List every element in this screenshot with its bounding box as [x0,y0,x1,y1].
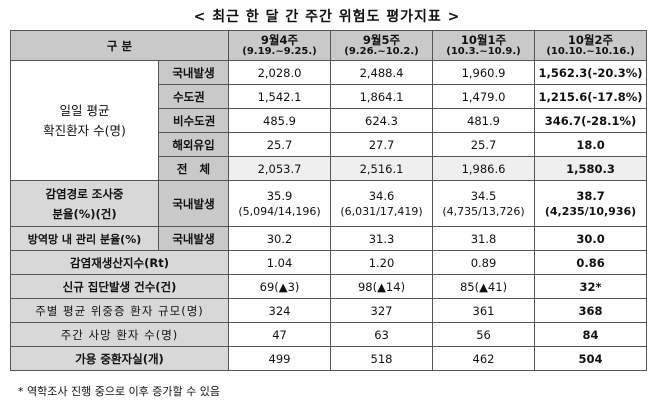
cell: 69(▲3) [228,274,332,299]
cell: 2,053.7 [228,156,332,181]
table-row: 일일 평균 확진환자 수(명) 국내발생 2,028.0 2,488.4 1,9… [10,60,648,181]
header-week: 10월2주 (10.10.~10.16.) [534,30,648,61]
cell: 38.7 (4,235/10,936) [534,180,648,227]
header-category: 구 분 [9,30,230,61]
header-row: 구 분 9월4주 (9.19.~9.25.) 9월5주 (9.26.~10.2.) … [9,30,648,61]
cell: 1,580.3 [534,156,648,181]
table-row: 가용 중환자실(개) 499 518 462 504 [9,346,648,371]
cell: 31.8 [432,226,536,251]
cell: 2,028.0 [228,60,332,85]
cell: 30.2 [228,226,332,251]
cell: 1,960.9 [432,60,536,85]
cell: 1.20 [330,250,434,275]
group-daily-label: 일일 평균 확진환자 수(명) [10,60,159,181]
cell: 361 [432,298,536,323]
cell: 34.5 (4,735/13,726) [432,180,536,227]
table-row: 방역망 내 관리 분율(%) 국내발생 30.2 31.3 31.8 30.0 [10,226,648,251]
cell: 346.7(-28.1%) [534,108,648,133]
row-label: 신규 집단발생 건수(건) [9,274,230,299]
row-label: 가용 중환자실(개) [9,346,230,371]
cell: 56 [432,322,536,347]
cell: 35.9 (5,094/14,196) [228,180,332,227]
cell: 2,516.1 [330,156,434,181]
row-label: 주별 평균 위중증 환자 규모(명) [9,298,230,323]
row-label: 감염경로 조사중 분율(%)(건) [10,180,159,227]
table-row: 주간 사망 환자 수(명) 47 63 56 84 [9,322,648,347]
table-row: 감염재생산지수(Rt) 1.04 1.20 0.89 0.86 [9,250,648,275]
table-row: 전 체 2,053.7 2,516.1 1,986.6 1,580.3 [11,156,648,181]
cell: 34.6 (6,031/17,419) [330,180,434,227]
table-row: 해외유입 25.7 27.7 25.7 18.0 [11,132,648,157]
cell: 462 [432,346,536,371]
table-row: 수도권 1,542.1 1,864.1 1,479.0 1,215.6(-17.… [11,84,648,109]
cell: 0.86 [534,250,648,275]
cell: 2,488.4 [330,60,434,85]
footnote: * 역학조사 진행 중으로 이후 증가할 수 있음 [18,385,221,398]
cell: 368 [534,298,648,323]
row-label: 감염재생산지수(Rt) [9,250,230,275]
cell: 25.7 [228,132,332,157]
cell: 504 [534,346,648,371]
table-title: < 최근 한 달 간 주간 위험도 평가지표 > [193,9,461,25]
cell: 25.7 [432,132,536,157]
row-label: 주간 사망 환자 수(명) [9,322,230,347]
cell: 327 [330,298,434,323]
cell: 31.3 [330,226,434,251]
risk-indicator-table: 구 분 9월4주 (9.19.~9.25.) 9월5주 (9.26.~10.2.) … [9,30,648,371]
header-week: 9월4주 (9.19.~9.25.) [228,30,332,61]
cell: 30.0 [534,226,648,251]
cell: 324 [228,298,332,323]
header-week: 9월5주 (9.26.~10.2.) [330,30,434,61]
row-sublabel: 국내발생 [157,180,230,227]
cell: 1,562.3(-20.3%) [534,60,648,85]
table-row: 신규 집단발생 건수(건) 69(▲3) 98(▲14) 85(▲41) 32* [9,274,648,299]
cell: 1,864.1 [330,84,434,109]
row-label: 비수도권 [157,108,230,133]
row-label: 수도권 [157,84,230,109]
cell: 1.04 [228,250,332,275]
cell: 1,479.0 [432,84,536,109]
table-row: 비수도권 485.9 624.3 481.9 346.7(-28.1%) [11,108,648,133]
cell: 1,542.1 [228,84,332,109]
cell: 1,986.6 [432,156,536,181]
table-row: 감염경로 조사중 분율(%)(건) 국내발생 35.9 (5,094/14,196… [10,180,648,227]
cell: 485.9 [228,108,332,133]
row-label: 해외유입 [157,132,230,157]
cell: 63 [330,322,434,347]
row-label: 전 체 [157,156,230,181]
header-week: 10월1주 (10.3.~10.9.) [432,30,536,61]
row-sublabel: 국내발생 [157,226,230,251]
row-label: 방역망 내 관리 분율(%) [10,226,159,251]
cell: 32* [534,274,648,299]
cell: 518 [330,346,434,371]
cell: 47 [228,322,332,347]
cell: 499 [228,346,332,371]
cell: 98(▲14) [330,274,434,299]
table-row: 주별 평균 위중증 환자 규모(명) 324 327 361 368 [9,298,648,323]
cell: 481.9 [432,108,536,133]
cell: 1,215.6(-17.8%) [534,84,648,109]
row-label: 국내발생 [157,60,230,85]
cell: 18.0 [534,132,648,157]
cell: 0.89 [432,250,536,275]
cell: 624.3 [330,108,434,133]
cell: 84 [534,322,648,347]
cell: 27.7 [330,132,434,157]
cell: 85(▲41) [432,274,536,299]
